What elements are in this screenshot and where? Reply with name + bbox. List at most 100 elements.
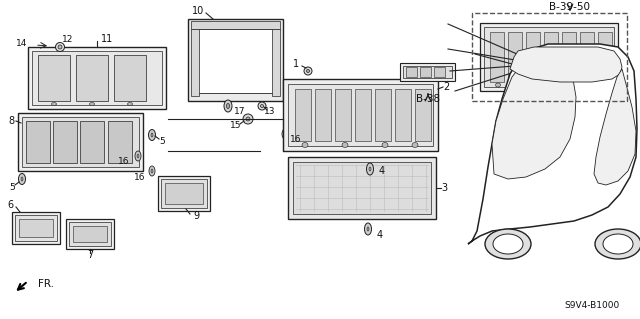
Ellipse shape bbox=[493, 234, 523, 254]
Text: 5: 5 bbox=[9, 182, 15, 191]
Bar bbox=[53, 121, 77, 163]
Ellipse shape bbox=[151, 133, 153, 137]
Polygon shape bbox=[492, 57, 576, 179]
Bar bbox=[165, 183, 203, 204]
Text: 12: 12 bbox=[62, 35, 74, 44]
Bar bbox=[28, 47, 166, 109]
Polygon shape bbox=[468, 44, 637, 244]
Bar bbox=[415, 89, 431, 141]
Text: 15: 15 bbox=[230, 122, 242, 130]
Ellipse shape bbox=[365, 223, 371, 235]
Ellipse shape bbox=[51, 102, 56, 106]
Text: B-39-50: B-39-50 bbox=[550, 2, 591, 12]
Ellipse shape bbox=[149, 166, 155, 176]
Bar bbox=[355, 89, 371, 141]
Text: FR.: FR. bbox=[38, 279, 54, 289]
Bar bbox=[158, 176, 210, 211]
Ellipse shape bbox=[485, 229, 531, 259]
Ellipse shape bbox=[302, 143, 308, 147]
Ellipse shape bbox=[595, 229, 640, 259]
Ellipse shape bbox=[56, 42, 65, 51]
Ellipse shape bbox=[307, 70, 310, 72]
Text: 16: 16 bbox=[118, 158, 130, 167]
Text: 16: 16 bbox=[291, 136, 301, 145]
Ellipse shape bbox=[148, 130, 156, 140]
Bar bbox=[32, 51, 162, 105]
Bar bbox=[114, 55, 146, 101]
Ellipse shape bbox=[342, 143, 348, 147]
Text: 5: 5 bbox=[159, 137, 165, 145]
Bar bbox=[26, 121, 50, 163]
Text: 8: 8 bbox=[8, 116, 14, 126]
Bar bbox=[400, 63, 455, 81]
Polygon shape bbox=[594, 69, 636, 185]
Ellipse shape bbox=[243, 114, 253, 124]
Ellipse shape bbox=[258, 102, 266, 110]
Bar bbox=[395, 89, 411, 141]
Bar bbox=[375, 89, 391, 141]
Text: 6: 6 bbox=[7, 200, 13, 210]
Ellipse shape bbox=[382, 143, 388, 147]
Ellipse shape bbox=[282, 129, 288, 139]
Ellipse shape bbox=[151, 169, 153, 173]
Bar bbox=[335, 89, 351, 141]
Bar bbox=[188, 19, 283, 101]
Bar bbox=[191, 29, 199, 96]
Text: 4: 4 bbox=[377, 230, 383, 240]
Text: 11: 11 bbox=[101, 34, 113, 44]
Ellipse shape bbox=[367, 163, 374, 175]
Bar bbox=[22, 117, 139, 167]
Ellipse shape bbox=[224, 100, 232, 112]
Bar bbox=[73, 226, 107, 242]
Text: 9: 9 bbox=[193, 211, 199, 221]
Ellipse shape bbox=[495, 83, 500, 87]
Ellipse shape bbox=[568, 83, 573, 87]
Text: 14: 14 bbox=[16, 40, 28, 48]
Bar bbox=[598, 32, 612, 82]
Bar bbox=[508, 32, 522, 82]
Ellipse shape bbox=[127, 102, 132, 106]
Bar bbox=[12, 212, 60, 244]
Bar bbox=[66, 219, 114, 249]
Ellipse shape bbox=[603, 234, 633, 254]
Bar bbox=[15, 215, 57, 241]
Bar bbox=[562, 32, 576, 82]
Bar bbox=[272, 29, 280, 96]
Text: 7: 7 bbox=[87, 250, 93, 260]
Bar bbox=[544, 32, 558, 82]
Bar bbox=[526, 32, 540, 82]
Bar bbox=[315, 89, 331, 141]
Text: B-38: B-38 bbox=[416, 94, 440, 104]
Text: S9V4-B1000: S9V4-B1000 bbox=[564, 300, 620, 309]
Ellipse shape bbox=[367, 227, 369, 231]
Ellipse shape bbox=[135, 151, 141, 161]
Bar bbox=[191, 21, 280, 29]
Ellipse shape bbox=[284, 132, 286, 136]
Ellipse shape bbox=[58, 45, 62, 49]
Ellipse shape bbox=[595, 83, 600, 87]
Bar bbox=[80, 121, 104, 163]
Bar bbox=[434, 67, 445, 77]
Text: 3: 3 bbox=[441, 183, 447, 193]
Bar bbox=[38, 55, 70, 101]
Bar bbox=[472, 13, 627, 101]
Ellipse shape bbox=[137, 154, 139, 158]
Bar bbox=[480, 23, 618, 91]
Text: 17: 17 bbox=[234, 107, 246, 115]
Ellipse shape bbox=[304, 67, 312, 75]
Bar bbox=[580, 32, 594, 82]
Bar bbox=[420, 67, 431, 77]
Bar bbox=[198, 29, 273, 93]
Ellipse shape bbox=[21, 177, 23, 181]
Bar bbox=[288, 84, 433, 146]
Bar bbox=[161, 179, 207, 208]
Bar bbox=[76, 55, 108, 101]
Ellipse shape bbox=[531, 83, 536, 87]
Bar bbox=[69, 222, 111, 246]
Bar bbox=[295, 89, 311, 141]
Bar bbox=[406, 67, 417, 77]
Bar bbox=[403, 66, 452, 78]
Text: 16: 16 bbox=[134, 174, 146, 182]
Text: 1: 1 bbox=[293, 59, 299, 69]
Bar bbox=[108, 121, 132, 163]
